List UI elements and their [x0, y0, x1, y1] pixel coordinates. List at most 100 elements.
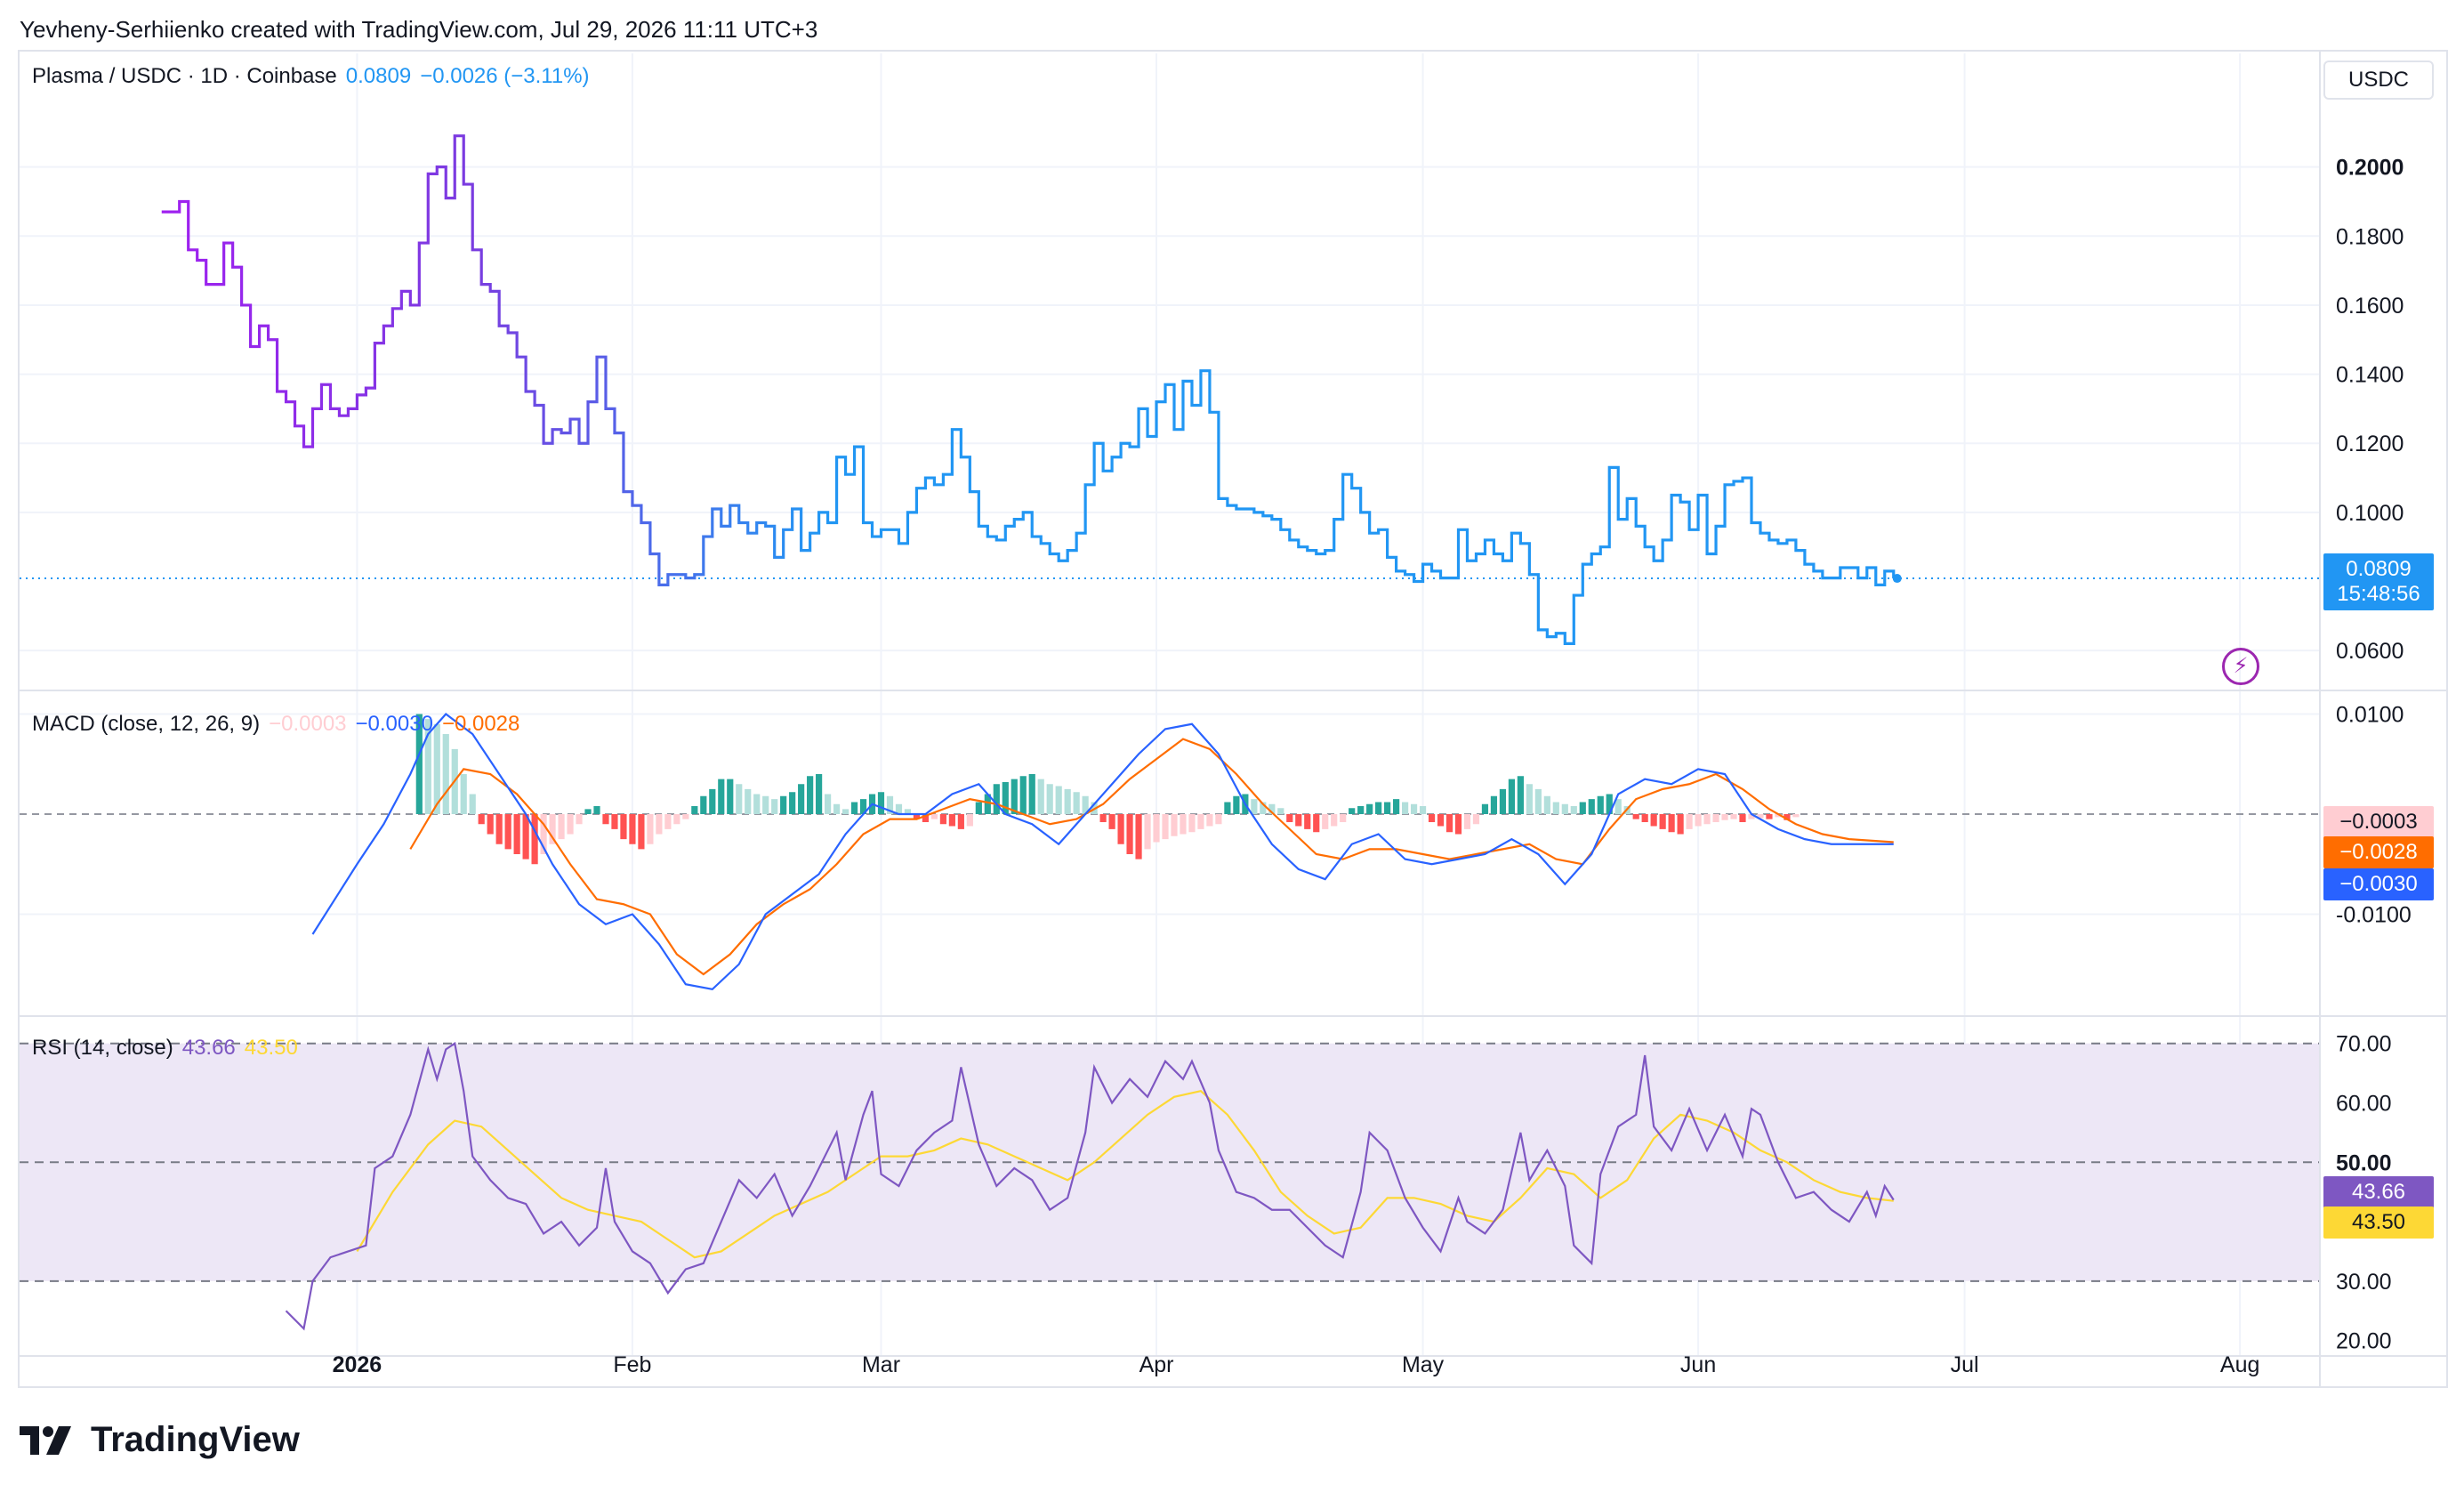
- macd-signal-tag: −0.0028: [2323, 836, 2434, 868]
- rsi-ma-line: [356, 1089, 1894, 1259]
- macd-hist-bar: [1579, 802, 1586, 814]
- macd-hist-bar: [833, 803, 841, 814]
- macd-hist-bar: [460, 774, 467, 814]
- macd-hist-bar: [1224, 802, 1231, 814]
- symbol-title[interactable]: Plasma / USDC · 1D · Coinbase: [32, 64, 337, 88]
- macd-hist-bar: [895, 803, 903, 814]
- macd-hist-bar: [816, 774, 823, 814]
- last-price-dot: [1892, 574, 1902, 584]
- macd-hist-bar: [1233, 795, 1240, 814]
- macd-hist-bar: [1401, 802, 1409, 814]
- macd-hist-bar: [1490, 795, 1498, 814]
- macd-hist-bar: [1659, 814, 1666, 829]
- macd-hist-bar: [1445, 814, 1453, 833]
- price-tick-label: 0.1200: [2336, 432, 2404, 456]
- time-label: Aug: [2220, 1352, 2259, 1377]
- macd-hist-bar: [1126, 814, 1133, 854]
- macd-hist-bar: [1073, 792, 1080, 814]
- macd-hist-bar: [611, 814, 618, 829]
- macd-hist-bar: [638, 814, 645, 850]
- last-price-tag-value: 0.0809: [2346, 557, 2412, 581]
- macd-hist-bar: [1117, 814, 1124, 844]
- macd-hist-bar: [1650, 814, 1657, 827]
- macd-title[interactable]: MACD (close, 12, 26, 9): [32, 712, 261, 736]
- macd-hist-bar: [771, 799, 778, 814]
- time-label: Jun: [1680, 1352, 1716, 1377]
- macd-hist-bar: [656, 814, 663, 835]
- macd-hist-bar: [1792, 814, 1800, 818]
- time-label: 2026: [333, 1352, 382, 1377]
- currency-selector[interactable]: USDC: [2323, 61, 2434, 100]
- lightning-icon[interactable]: ⚡: [2222, 648, 2259, 685]
- rsi-line: [285, 1041, 1895, 1331]
- macd-hist-bar: [664, 814, 672, 829]
- macd-hist-bar: [753, 794, 761, 814]
- rsi-tick-label: 50.00: [2336, 1150, 2392, 1175]
- price-change: −0.0026 (−3.11%): [420, 64, 590, 88]
- brand-name: TradingView: [91, 1420, 300, 1459]
- macd-hist-bar: [850, 802, 858, 814]
- macd-hist-bar: [913, 814, 921, 819]
- macd-hist-bar: [1375, 802, 1382, 814]
- macd-hist-tag: −0.0003: [2323, 806, 2434, 838]
- macd-hist-bar: [1286, 814, 1293, 822]
- macd-hist-bar: [1019, 776, 1027, 814]
- macd-hist-bar: [886, 795, 894, 814]
- macd-hist-bar: [1357, 806, 1365, 814]
- macd-hist-bar: [629, 814, 636, 844]
- macd-hist-bar: [948, 814, 955, 827]
- macd-hist-bar: [1668, 814, 1675, 833]
- macd-hist-bar: [1037, 779, 1044, 814]
- macd-hist-bar: [1632, 814, 1639, 819]
- macd-hist-bar: [745, 788, 752, 814]
- macd-hist-bar: [1002, 782, 1009, 814]
- macd-hist-bar: [1552, 802, 1559, 814]
- macd-hist-bar: [1215, 814, 1222, 825]
- rsi-tick-label: 30.00: [2336, 1270, 2392, 1295]
- macd-hist-bar: [975, 802, 982, 814]
- macd-hist-bar: [1144, 814, 1151, 850]
- time-label: Jul: [1951, 1352, 1979, 1377]
- macd-hist-bar: [1454, 814, 1462, 835]
- macd-hist-bar: [433, 723, 440, 814]
- macd-hist-bar: [1188, 814, 1196, 833]
- macd-hist-bar: [1526, 784, 1533, 814]
- macd-hist-bar: [1277, 808, 1284, 814]
- macd-hist-bar: [807, 776, 814, 814]
- last-price-tag: 0.0809 15:48:56: [2323, 553, 2434, 610]
- macd-hist-bar: [1739, 814, 1746, 822]
- macd-hist-bar: [504, 814, 511, 850]
- macd-hist-bar: [415, 714, 423, 814]
- macd-hist-value: −0.0003: [269, 712, 347, 736]
- price-axis: 0.2000 0.1800 0.1600 0.1400 0.1200 0.1000 0.06…: [2336, 156, 2412, 1354]
- macd-hist-bar: [1481, 803, 1489, 814]
- macd-hist-bar: [691, 806, 698, 814]
- macd-hist-bar: [1606, 794, 1613, 814]
- macd-hist-bar: [1322, 814, 1329, 829]
- macd-hist-bar: [1366, 803, 1373, 814]
- macd-hist-bar: [576, 814, 583, 825]
- macd-hist-bar: [620, 814, 627, 840]
- macd-hist-bar: [1517, 776, 1524, 814]
- macd-hist-bar: [1410, 803, 1418, 814]
- last-price: 0.0809: [345, 64, 412, 88]
- macd-hist-bar: [1730, 814, 1737, 819]
- rsi-title[interactable]: RSI (14, close): [32, 1036, 173, 1060]
- macd-hist-bar: [1534, 788, 1542, 814]
- price-tick-label: 0.1800: [2336, 224, 2404, 249]
- macd-hist-bar: [700, 795, 707, 814]
- macd-hist-bar: [1614, 799, 1622, 814]
- macd-hist-bar: [1313, 814, 1320, 833]
- macd-hist-bar: [1597, 795, 1604, 814]
- macd-hist-bar: [513, 814, 520, 854]
- macd-hist-bar: [478, 814, 485, 825]
- macd-hist-bar: [424, 719, 431, 814]
- macd-hist-bar: [1472, 814, 1480, 825]
- macd-signal-line: [409, 738, 1894, 976]
- macd-hist-bar: [522, 814, 529, 859]
- macd-hist-bar: [1757, 814, 1764, 819]
- macd-hist-bar: [1206, 814, 1213, 827]
- macd-hist-bar: [957, 814, 964, 829]
- macd-hist-bar: [584, 809, 592, 814]
